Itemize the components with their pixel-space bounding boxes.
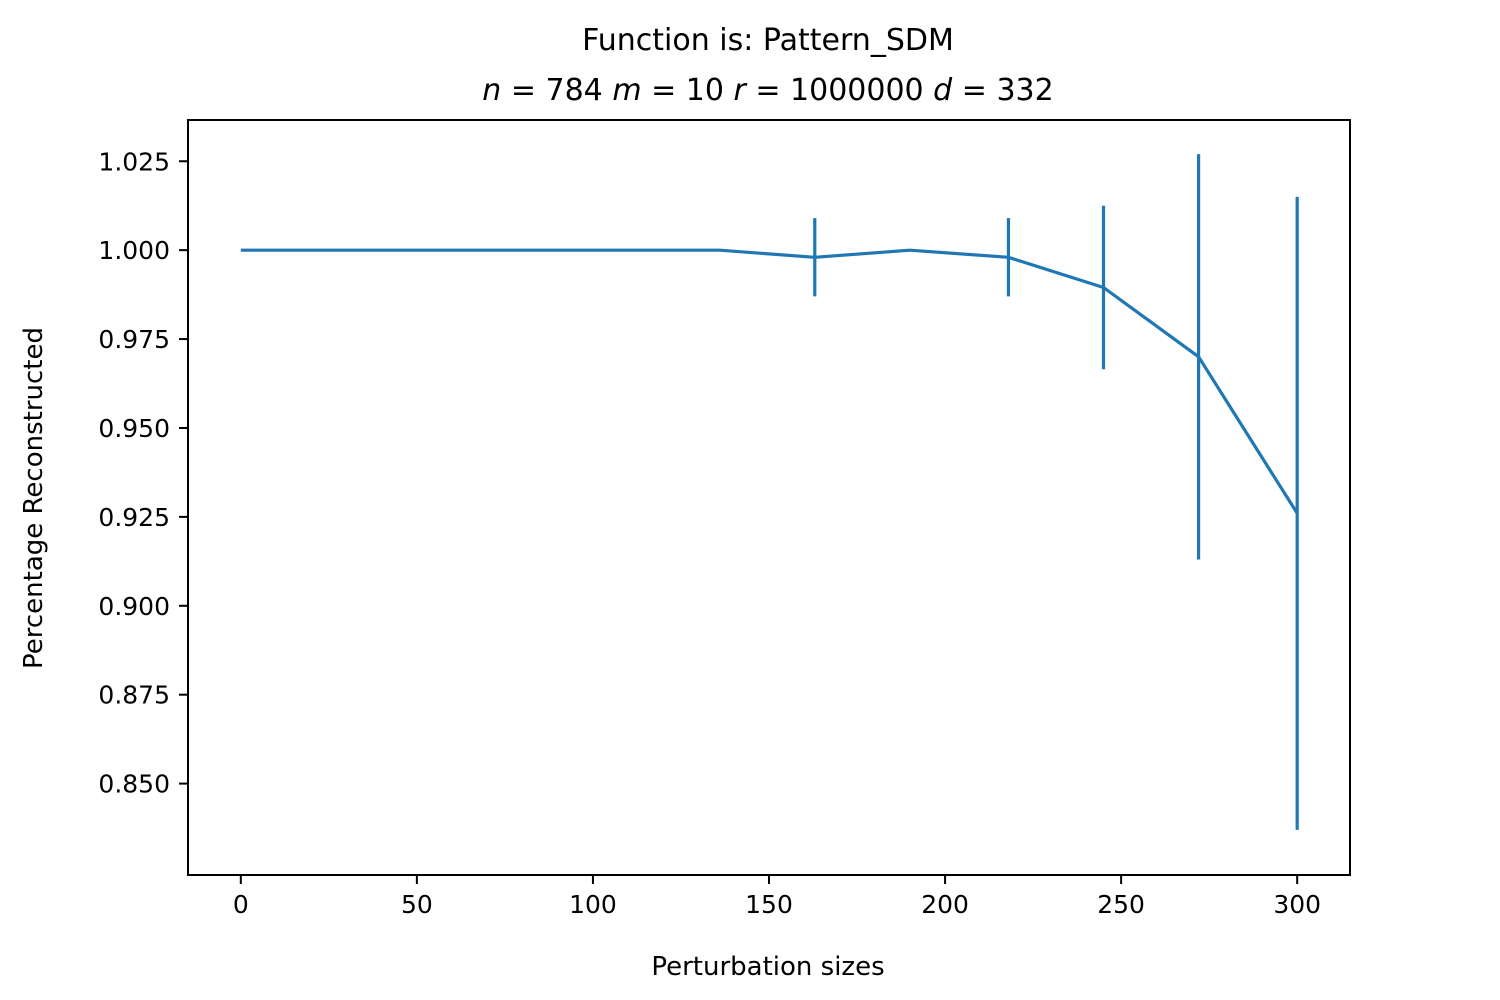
x-axis-label: Perturbation sizes xyxy=(651,952,884,982)
subtitle-param-r: r xyxy=(724,73,748,108)
x-tick-label: 250 xyxy=(1097,890,1145,919)
subtitle-value-r: = 1000000 xyxy=(746,73,924,108)
chart-title: Function is: Pattern_SDM xyxy=(582,23,954,58)
y-tick-label: 0.850 xyxy=(98,770,170,799)
y-tick-label: 0.875 xyxy=(98,681,170,710)
subtitle-value-n: = 784 xyxy=(501,73,602,108)
chart-subtitle: n = 784 m = 10 r = 1000000 d = 332 xyxy=(482,73,1053,108)
plot-frame xyxy=(187,119,1351,876)
y-tick-label: 0.975 xyxy=(98,325,170,354)
subtitle-value-m: = 10 xyxy=(642,73,724,108)
x-tick-label: 50 xyxy=(401,890,433,919)
x-tick-label: 200 xyxy=(921,890,969,919)
series-line xyxy=(240,248,1299,515)
y-tick-label: 0.950 xyxy=(98,414,170,443)
subtitle-param-m: m xyxy=(603,73,642,108)
y-tick-label: 1.000 xyxy=(98,236,170,265)
subtitle-param-n: n xyxy=(482,73,501,108)
y-tick-label: 0.900 xyxy=(98,592,170,621)
subtitle-param-d: d xyxy=(924,73,954,108)
y-tick-label: 0.925 xyxy=(98,503,170,532)
x-tick-label: 0 xyxy=(233,890,249,919)
plot-area: 0 50 100 150 200 250 300 0.850 0.875 0.900 0.925 0.… xyxy=(98,119,1351,919)
x-tick-label: 150 xyxy=(745,890,793,919)
y-tick-label: 1.025 xyxy=(98,147,170,176)
subtitle-value-d: = 332 xyxy=(952,73,1053,108)
x-tick-label: 100 xyxy=(569,890,617,919)
x-tick-label: 300 xyxy=(1273,890,1321,919)
y-axis-label: Percentage Reconstructed xyxy=(19,327,49,669)
